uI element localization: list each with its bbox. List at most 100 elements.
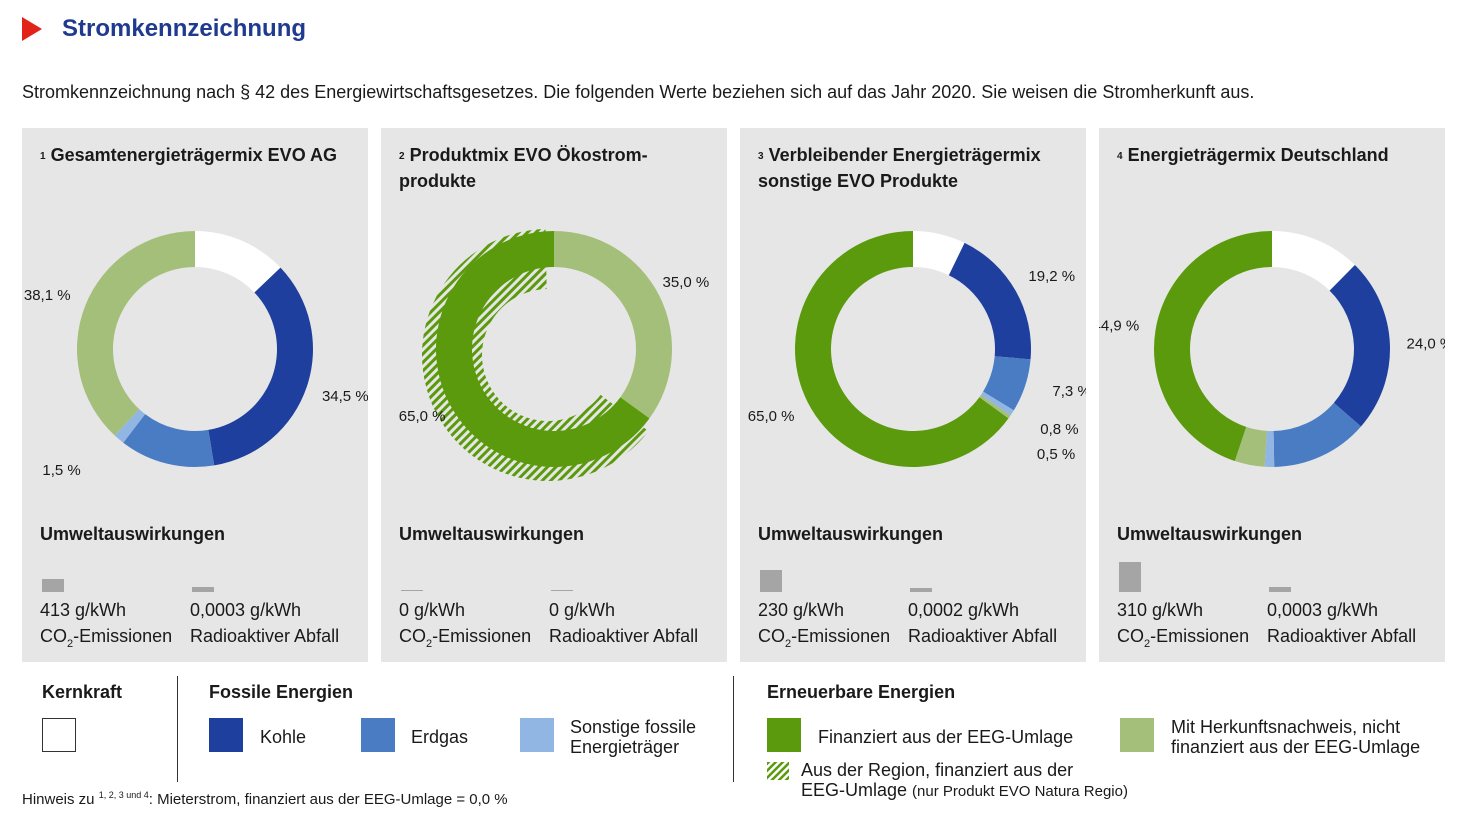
slice-label: 7,3 %	[1052, 383, 1086, 400]
legend-erdgas-swatch	[361, 718, 395, 752]
radioactive-bar	[910, 588, 932, 592]
radioactive-block: 0,0003 g/kWh Radioaktiver Abfall	[190, 556, 360, 656]
legend-kernkraft-heading: Kernkraft	[42, 682, 123, 702]
legend-kohle-swatch	[209, 718, 243, 752]
donut-chart-3: 7,2 %19,2 %7,3 %0,8 %0,5 %65,0 %	[748, 231, 1086, 467]
donut-slice	[1154, 231, 1272, 461]
slice-label: 34,5 %	[322, 388, 368, 405]
donut-slice	[913, 231, 965, 276]
legend-erdgas-label: Erdgas	[411, 727, 469, 747]
panel-title: 1 Gesamtenergieträgermix EVO AG	[40, 145, 338, 165]
co2-block: 230 g/kWh CO2-Emissionen	[758, 556, 928, 656]
co2-block: 0 g/kWh CO2-Emissionen	[399, 556, 569, 656]
radioactive-value: 0,0002 g/kWh	[908, 600, 1020, 620]
panel-3: 3 Verbleibender Energieträgermix sonstig…	[740, 128, 1086, 662]
co2-block: 310 g/kWh CO2-Emissionen	[1117, 556, 1287, 656]
co2-label: CO2-Emissionen	[399, 626, 532, 650]
donut-slice	[979, 395, 1011, 419]
co2-bar	[760, 569, 782, 592]
panel-1: 1 Gesamtenergieträgermix EVO AG 12,9 %34…	[22, 128, 368, 662]
slice-label: 38,1 %	[24, 287, 71, 304]
radioactive-bar	[1269, 587, 1291, 592]
env-title: Umweltauswirkungen	[1117, 524, 1303, 544]
donut-slice	[983, 356, 1031, 411]
slice-label: 24,0 %	[1407, 335, 1445, 352]
donut-slice	[948, 242, 1031, 360]
env-title: Umweltauswirkungen	[399, 524, 585, 544]
donut-slice	[114, 409, 146, 443]
panel-title: 2 Produktmix EVO Ökostrom- produkte	[399, 145, 648, 191]
panel-4: 4 Energieträgermix Deutschland 12,4 %24,…	[1099, 128, 1445, 662]
header-triangle-icon	[22, 17, 42, 41]
radioactive-block: 0,0003 g/kWh Radioaktiver Abfall	[1267, 556, 1437, 656]
legend-kohle-label: Kohle	[260, 727, 307, 747]
panel-title: 3 Verbleibender Energieträgermix sonstig…	[758, 145, 1041, 191]
radioactive-label: Radioaktiver Abfall	[190, 626, 340, 646]
legend-kernkraft-swatch	[42, 718, 76, 752]
legend-region-label: Aus der Region, finanziert aus der EEG-U…	[801, 760, 1128, 800]
donut-slice	[1272, 231, 1355, 291]
radioactive-bar	[551, 590, 573, 591]
co2-value: 230 g/kWh	[758, 600, 845, 620]
legend-sonstige-label: Sonstige fossile Energieträger	[570, 717, 697, 757]
donut-slice	[1273, 402, 1362, 467]
donut-slice	[195, 231, 281, 293]
donut-slice	[1329, 265, 1390, 427]
donut-slice	[1234, 426, 1267, 467]
page-title: Stromkennzeichnung	[62, 15, 307, 42]
radioactive-label: Radioaktiver Abfall	[1267, 626, 1417, 646]
env-title: Umweltauswirkungen	[758, 524, 944, 544]
slice-label: 0,8 %	[1040, 421, 1078, 438]
legend-divider	[177, 676, 178, 782]
slice-label: 1,5 %	[42, 462, 80, 479]
legend-sonstige-swatch	[520, 718, 554, 752]
donut-chart-2: 35,0 % 65,0 %	[399, 229, 710, 481]
co2-value: 413 g/kWh	[40, 600, 127, 620]
intro-text: Stromkennzeichnung nach § 42 des Energie…	[22, 82, 1255, 102]
legend-eeg-swatch	[767, 718, 801, 752]
donut-slice	[77, 231, 195, 436]
donut-slice	[1264, 430, 1275, 467]
slice-label: 65,0 %	[748, 408, 795, 425]
co2-bar	[1119, 562, 1141, 592]
legend-region-hatch-swatch	[767, 762, 789, 780]
legend-erneuerbar-heading: Erneuerbare Energien	[767, 682, 956, 702]
slice-label: 65,0 %	[399, 408, 446, 425]
donut-chart-1: 12,9 %34,5 %13,0 %1,5 %38,1 %	[24, 231, 368, 479]
slice-label: 19,2 %	[1028, 268, 1075, 285]
radioactive-value: 0,0003 g/kWh	[190, 600, 302, 620]
footnote: Hinweis zu 1, 2, 3 und 4: Mieterstrom, f…	[22, 790, 508, 808]
radioactive-bar	[192, 587, 214, 592]
radioactive-block: 0 g/kWh Radioaktiver Abfall	[549, 556, 719, 656]
slice-label: 0,5 %	[1037, 446, 1075, 463]
legend-fossil-heading: Fossile Energien	[209, 682, 354, 702]
co2-bar	[401, 590, 423, 591]
donut-chart-4: 12,4 %24,0 %13,3 %1,3 %4,1 %44,9 %	[1099, 231, 1445, 467]
env-title: Umweltauswirkungen	[40, 524, 226, 544]
panel-2: 2 Produktmix EVO Ökostrom- produkte 35,0…	[381, 128, 727, 662]
radioactive-label: Radioaktiver Abfall	[908, 626, 1058, 646]
donut-slice	[795, 231, 1009, 467]
donut-slice	[554, 231, 672, 419]
co2-value: 0 g/kWh	[399, 600, 466, 620]
co2-label: CO2-Emissionen	[40, 626, 173, 650]
slice-label: 35,0 %	[663, 274, 710, 291]
radioactive-value: 0 g/kWh	[549, 600, 616, 620]
legend-hkn-label: Mit Herkunftsnachweis, nicht finanziert …	[1171, 717, 1421, 757]
donut-slice	[980, 391, 1014, 416]
donut-slice	[436, 231, 650, 467]
co2-label: CO2-Emissionen	[758, 626, 891, 650]
legend-divider	[733, 676, 734, 782]
panel-title: 4 Energieträgermix Deutschland	[1117, 145, 1389, 165]
legend-hkn-swatch	[1120, 718, 1154, 752]
radioactive-label: Radioaktiver Abfall	[549, 626, 699, 646]
co2-label: CO2-Emissionen	[1117, 626, 1250, 650]
co2-value: 310 g/kWh	[1117, 600, 1204, 620]
co2-bar	[42, 579, 64, 592]
legend-eeg-label: Finanziert aus der EEG-Umlage	[818, 727, 1074, 747]
radioactive-value: 0,0003 g/kWh	[1267, 600, 1379, 620]
donut-slice	[123, 414, 215, 467]
co2-block: 413 g/kWh CO2-Emissionen	[40, 556, 210, 656]
slice-label: 44,9 %	[1099, 317, 1139, 334]
radioactive-block: 0,0002 g/kWh Radioaktiver Abfall	[908, 556, 1078, 656]
